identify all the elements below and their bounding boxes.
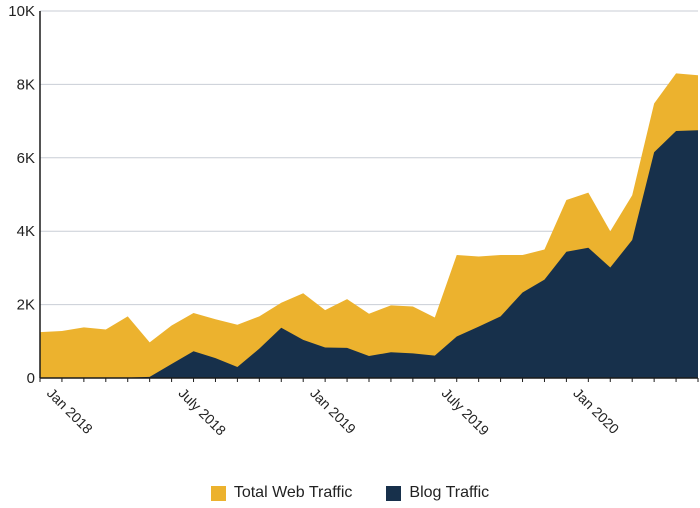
x-tick-label: Jan 2018 <box>44 385 96 437</box>
legend-item-blog: Blog Traffic <box>386 484 489 502</box>
series-area-blog-traffic <box>40 130 698 378</box>
x-tick-label: July 2019 <box>439 385 493 439</box>
legend-swatch-blog <box>386 485 402 501</box>
legend-label-blog: Blog Traffic <box>409 484 490 501</box>
y-tick-label: 6K <box>17 150 35 167</box>
legend-label-total: Total Web Traffic <box>233 484 353 501</box>
legend-item-total: Total Web Traffic <box>210 484 353 502</box>
x-tick-label: Jan 2019 <box>307 385 359 437</box>
series-areas <box>40 73 698 378</box>
legend: Total Web Traffic Blog Traffic <box>0 484 700 502</box>
y-tick-label: 4K <box>17 223 35 240</box>
x-tick-label: Jan 2020 <box>570 385 622 437</box>
area-chart: 0 2K 4K 6K 8K 10K Jan 2018 July 2018 Jan 2019 Ju… <box>8 3 699 439</box>
y-tick-label: 10K <box>8 3 35 20</box>
y-tick-label: 2K <box>17 297 35 314</box>
legend-swatch-total <box>210 485 226 501</box>
y-axis-ticks: 0 2K 4K 6K 8K 10K <box>8 3 35 387</box>
y-tick-label: 0 <box>27 370 35 387</box>
x-tick-label: July 2018 <box>175 385 229 439</box>
x-axis-ticks: Jan 2018 July 2018 Jan 2019 July 2019 Jan 20… <box>39 378 699 439</box>
y-tick-label: 8K <box>17 76 35 93</box>
